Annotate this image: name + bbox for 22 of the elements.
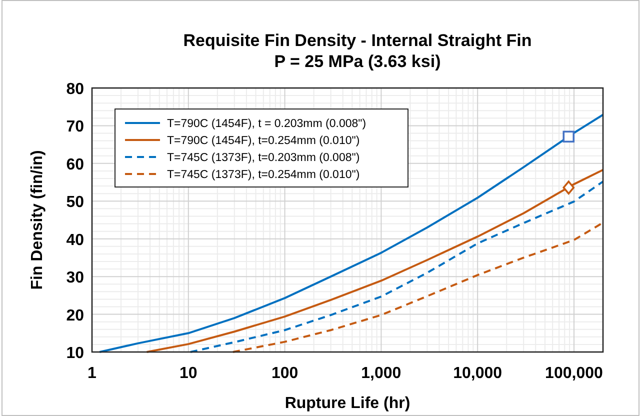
chart-title: Requisite Fin Density - Internal Straight Fin bbox=[183, 31, 532, 50]
x-tick-label: 10 bbox=[180, 365, 198, 382]
x-tick-label: 100 bbox=[271, 365, 298, 382]
legend-label: T=745C (1373F), t=0.203mm (0.008") bbox=[167, 152, 360, 164]
x-tick-label: 1,000 bbox=[361, 365, 402, 382]
y-tick-label: 10 bbox=[66, 345, 84, 362]
y-tick-label: 80 bbox=[66, 81, 84, 98]
x-axis-title: Rupture Life (hr) bbox=[284, 395, 410, 412]
x-tick-label: 1 bbox=[88, 365, 97, 382]
x-tick-label: 100,000 bbox=[545, 365, 603, 382]
legend-label: T=790C (1454F), t = 0.203mm (0.008") bbox=[167, 118, 366, 130]
chart-subtitle: P = 25 MPa (3.63 ksi) bbox=[274, 52, 441, 71]
x-tick-label: 10,000 bbox=[453, 365, 502, 382]
y-tick-label: 70 bbox=[66, 118, 84, 136]
y-tick-label: 20 bbox=[66, 307, 84, 324]
y-tick-label: 50 bbox=[66, 194, 84, 212]
y-tick-label: 40 bbox=[66, 232, 84, 249]
y-tick-label: 30 bbox=[66, 270, 84, 287]
y-tick-label: 60 bbox=[66, 156, 84, 174]
legend-label: T=790C (1454F), t=0.254mm (0.010") bbox=[167, 135, 360, 147]
legend-label: T=745C (1373F), t=0.254mm (0.010") bbox=[167, 169, 360, 181]
y-axis-title: Fin Density (fin/in) bbox=[29, 150, 46, 290]
